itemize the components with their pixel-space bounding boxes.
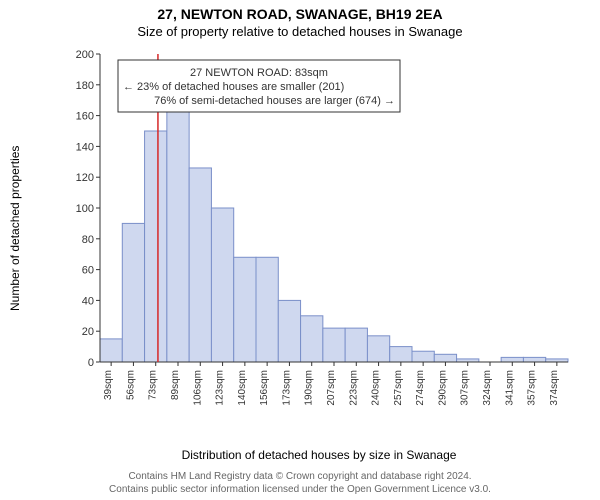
svg-text:156sqm: 156sqm	[259, 370, 270, 406]
svg-text:240sqm: 240sqm	[371, 370, 382, 406]
svg-text:100: 100	[76, 203, 94, 215]
svg-text:20: 20	[82, 326, 94, 338]
svg-text:60: 60	[82, 265, 94, 277]
svg-text:56sqm: 56sqm	[125, 370, 136, 400]
footer-line-2: Contains public sector information licen…	[0, 484, 600, 497]
svg-text:40: 40	[82, 295, 94, 307]
y-axis-label: Number of detached properties	[8, 48, 24, 408]
svg-text:140sqm: 140sqm	[237, 370, 248, 406]
svg-text:27 NEWTON ROAD: 83sqm: 27 NEWTON ROAD: 83sqm	[190, 67, 328, 79]
svg-text:200: 200	[76, 49, 94, 61]
svg-text:223sqm: 223sqm	[348, 370, 359, 406]
svg-text:89sqm: 89sqm	[170, 370, 181, 400]
chart-area: 0 20 40 60 80 100 120 140 160 180 200 39sqm 56sqm 73s…	[64, 48, 574, 408]
svg-text:140: 140	[76, 141, 94, 153]
svg-text:324sqm: 324sqm	[482, 370, 493, 406]
svg-text:39sqm: 39sqm	[103, 370, 114, 400]
svg-text:207sqm: 207sqm	[326, 370, 337, 406]
footer-line-1: Contains HM Land Registry data © Crown c…	[0, 471, 600, 484]
footer-attribution: Contains HM Land Registry data © Crown c…	[0, 471, 600, 496]
svg-text:341sqm: 341sqm	[504, 370, 515, 406]
svg-text:← 23% of detached houses are s: ← 23% of detached houses are smaller (20…	[123, 81, 344, 93]
svg-text:0: 0	[88, 357, 94, 369]
page-subtitle: Size of property relative to detached ho…	[0, 24, 600, 39]
histogram-chart: 0 20 40 60 80 100 120 140 160 180 200 39sqm 56sqm 73s…	[64, 48, 574, 408]
svg-text:180: 180	[76, 80, 94, 92]
svg-text:257sqm: 257sqm	[393, 370, 404, 406]
svg-text:76% of semi-detached houses ar: 76% of semi-detached houses are larger (…	[154, 95, 395, 107]
svg-text:290sqm: 290sqm	[437, 370, 448, 406]
page-title: 27, NEWTON ROAD, SWANAGE, BH19 2EA	[0, 6, 600, 22]
svg-text:106sqm: 106sqm	[192, 370, 203, 406]
svg-text:120: 120	[76, 172, 94, 184]
svg-text:160: 160	[76, 111, 94, 123]
svg-text:123sqm: 123sqm	[215, 370, 226, 406]
svg-text:73sqm: 73sqm	[148, 370, 159, 400]
svg-text:307sqm: 307sqm	[460, 370, 471, 406]
svg-text:374sqm: 374sqm	[549, 370, 560, 406]
x-axis-label: Distribution of detached houses by size …	[64, 448, 574, 462]
svg-text:80: 80	[82, 234, 94, 246]
svg-text:274sqm: 274sqm	[415, 370, 426, 406]
svg-text:173sqm: 173sqm	[281, 370, 292, 406]
svg-text:190sqm: 190sqm	[304, 370, 315, 406]
svg-text:357sqm: 357sqm	[527, 370, 538, 406]
